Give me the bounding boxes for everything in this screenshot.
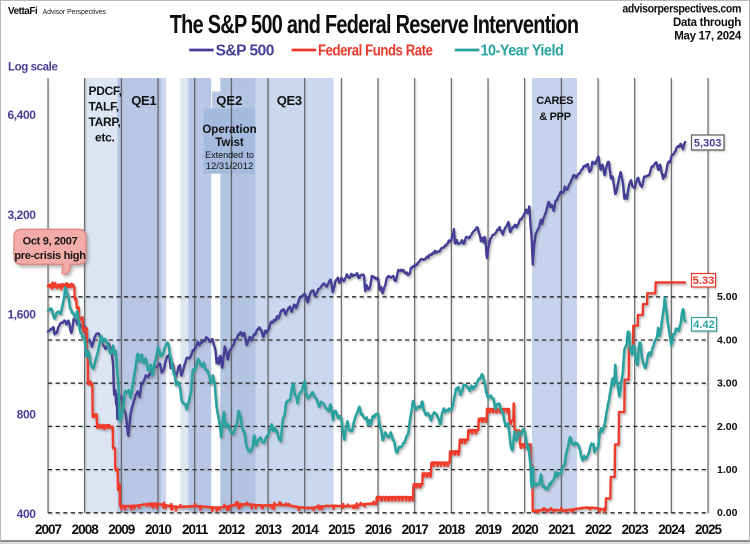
svg-text:5,303: 5,303 [694, 138, 722, 150]
svg-text:12/31/2012: 12/31/2012 [206, 161, 254, 172]
svg-text:2022: 2022 [585, 522, 612, 537]
svg-text:S&P 500: S&P 500 [216, 42, 274, 59]
svg-text:2019: 2019 [475, 522, 502, 537]
svg-text:2015: 2015 [328, 522, 356, 537]
svg-text:TALF,: TALF, [89, 100, 119, 114]
svg-text:Operation: Operation [202, 124, 256, 136]
svg-text:6,400: 6,400 [7, 108, 36, 122]
svg-text:3.00: 3.00 [717, 378, 738, 390]
svg-text:Oct 9, 2007: Oct 9, 2007 [23, 236, 78, 248]
svg-text:2014: 2014 [292, 522, 320, 537]
svg-text:advisorperspectives.com: advisorperspectives.com [622, 3, 741, 16]
svg-text:QE1: QE1 [131, 93, 156, 108]
svg-text:2025: 2025 [695, 522, 723, 537]
svg-text:2023: 2023 [622, 522, 650, 537]
svg-text:2017: 2017 [402, 522, 429, 537]
svg-text:1.00: 1.00 [717, 464, 738, 476]
svg-text:4.42: 4.42 [693, 319, 714, 331]
svg-text:2024: 2024 [658, 522, 686, 537]
svg-text:etc.: etc. [95, 131, 114, 145]
svg-text:The S&P 500 and Federal Reserv: The S&P 500 and Federal Reserve Interven… [170, 10, 579, 39]
svg-text:CARES: CARES [536, 95, 573, 107]
svg-text:VettaFi: VettaFi [8, 6, 38, 17]
svg-text:TARP,: TARP, [89, 115, 121, 129]
svg-text:2008: 2008 [72, 522, 100, 537]
svg-text:5.00: 5.00 [717, 291, 738, 303]
svg-text:400: 400 [17, 507, 37, 521]
svg-text:Twist: Twist [215, 137, 244, 149]
svg-text:5.33: 5.33 [693, 275, 714, 287]
svg-text:2010: 2010 [145, 522, 172, 537]
svg-text:Data through: Data through [673, 17, 741, 29]
svg-text:10-Year Yield: 10-Year Yield [481, 42, 564, 60]
svg-text:Advisor Perspectives: Advisor Perspectives [43, 9, 107, 16]
svg-text:2012: 2012 [218, 522, 245, 537]
svg-text:Federal Funds Rate: Federal Funds Rate [318, 42, 433, 59]
svg-text:2016: 2016 [365, 522, 393, 537]
svg-text:2018: 2018 [438, 522, 466, 537]
svg-text:2011: 2011 [182, 522, 209, 537]
svg-text:0.00: 0.00 [717, 507, 738, 519]
svg-text:Extended to: Extended to [205, 150, 254, 160]
svg-text:May 17, 2024: May 17, 2024 [674, 31, 742, 43]
svg-text:pre-crisis high: pre-crisis high [14, 250, 86, 262]
svg-text:QE2: QE2 [216, 93, 242, 108]
svg-text:2009: 2009 [108, 522, 135, 537]
svg-text:& PPP: & PPP [539, 111, 571, 123]
svg-text:1,600: 1,600 [7, 308, 36, 322]
svg-text:QE3: QE3 [277, 93, 302, 108]
svg-text:2007: 2007 [35, 522, 62, 537]
svg-text:4.00: 4.00 [717, 334, 738, 346]
svg-text:PDCF,: PDCF, [89, 84, 122, 98]
svg-text:Log scale: Log scale [8, 62, 57, 74]
svg-text:2.00: 2.00 [717, 421, 738, 433]
svg-text:3,200: 3,200 [7, 208, 36, 222]
svg-text:2020: 2020 [512, 522, 539, 537]
svg-text:2013: 2013 [255, 522, 283, 537]
svg-text:800: 800 [17, 407, 37, 421]
svg-text:2021: 2021 [548, 522, 576, 537]
